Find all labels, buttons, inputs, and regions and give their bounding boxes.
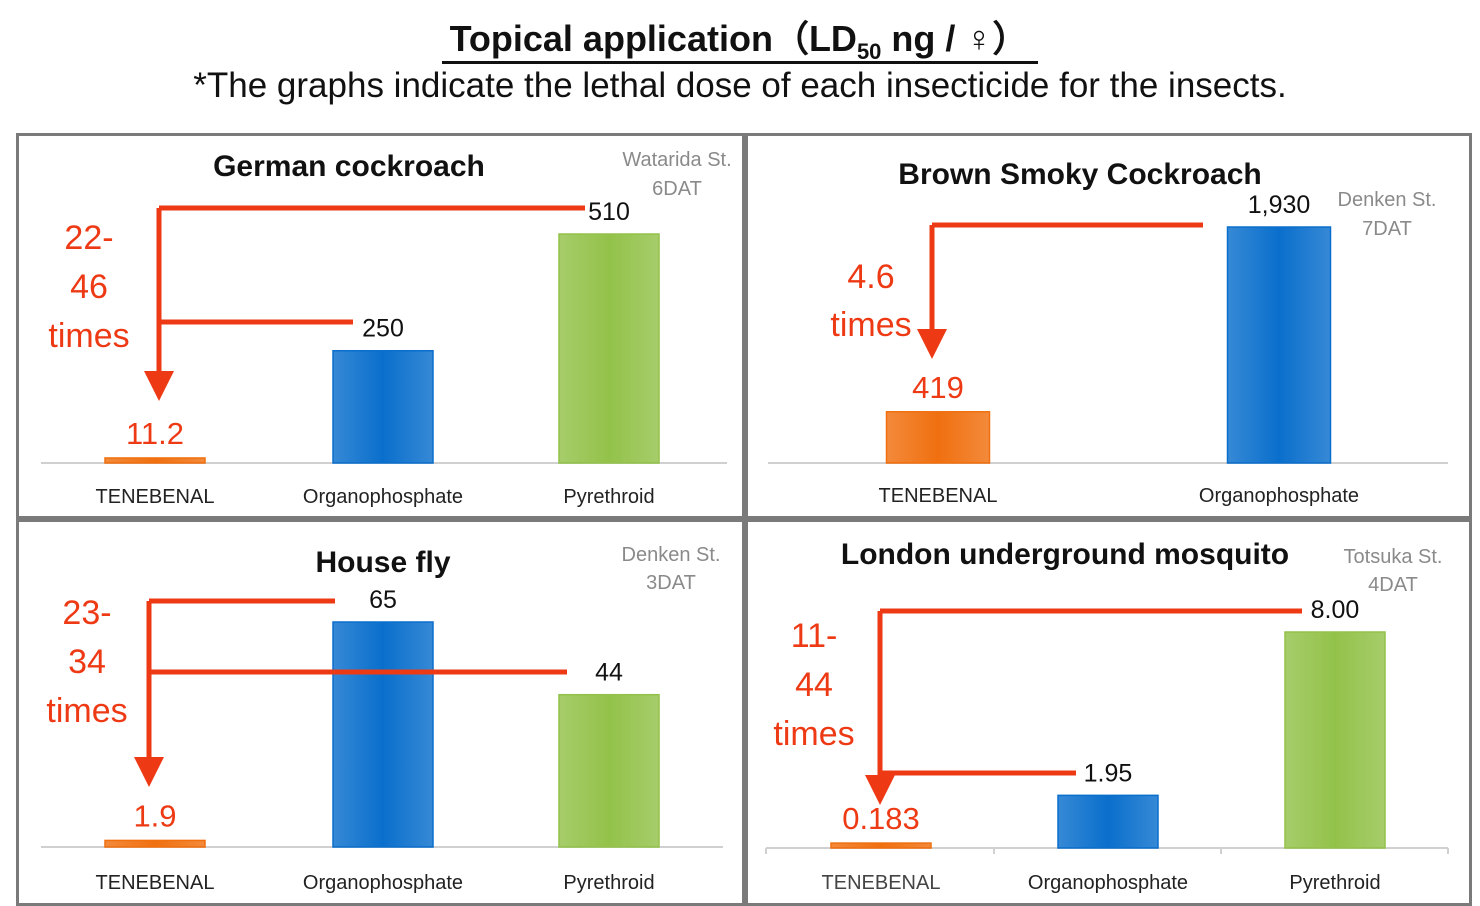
annotation-text: times	[46, 692, 127, 730]
chart-title: London underground mosquito	[841, 538, 1289, 571]
chart-svg: London underground mosquito Totsuka St. 4D…	[765, 538, 1449, 894]
annotation-text: 4.6	[847, 258, 894, 296]
title-subscript: 50	[856, 39, 882, 65]
bar-organophosphate	[332, 621, 434, 848]
data-label-tenebenal: 0.183	[842, 801, 920, 836]
tick-label-tenebenal: TENEBENAL	[96, 486, 215, 508]
data-label-pyrethroid: 44	[595, 659, 623, 687]
station-label: Denken St.	[622, 544, 721, 566]
chart-panel-london-underground-mosquito: London underground mosquito Totsuka St. 4D…	[745, 519, 1472, 906]
station-label: Denken St.	[1338, 189, 1437, 211]
tick-label-organophosphate: Organophosphate	[1199, 485, 1359, 507]
tick-label-tenebenal: TENEBENAL	[879, 485, 998, 507]
bar-pyrethroid	[558, 233, 660, 464]
chart-title: Brown Smoky Cockroach	[898, 158, 1261, 191]
bar-tenebenal	[885, 411, 991, 464]
annotation-text: times	[48, 317, 129, 355]
bar-pyrethroid	[558, 693, 660, 848]
chart-svg: Brown Smoky Cockroach Denken St. 7DAT 419 TE…	[768, 158, 1448, 507]
annotation-text: 46	[70, 268, 108, 306]
annotation-text: 23-	[62, 594, 111, 632]
data-label-tenebenal: 11.2	[126, 416, 184, 451]
dat-label: 4DAT	[1368, 574, 1418, 596]
station-label: Watarida St.	[622, 149, 731, 171]
page-title: Topical application（LD50 ng / ♀）	[0, 10, 1480, 65]
annotation-text: 22-	[64, 219, 113, 257]
data-label-pyrethroid: 8.00	[1311, 596, 1360, 624]
chart-panel-german-cockroach: German cockroach Watarida St. 6DAT 11.2 TENE…	[16, 133, 745, 519]
chart-title: House fly	[315, 546, 450, 579]
data-label-pyrethroid: 510	[588, 198, 630, 226]
bar-tenebenal	[104, 839, 206, 848]
bar-organophosphate	[1226, 226, 1332, 464]
dat-label: 6DAT	[652, 178, 702, 200]
bar-organophosphate	[332, 349, 434, 464]
chart-svg: House fly Denken St. 3DAT 1.9 TENEBENAL 65 Org…	[41, 544, 723, 894]
bar-tenebenal	[104, 457, 206, 464]
bar-pyrethroid	[1284, 631, 1386, 849]
station-label: Totsuka St.	[1344, 546, 1443, 568]
annotation-text: 11-	[791, 617, 838, 655]
tick-label-pyrethroid: Pyrethroid	[563, 486, 654, 508]
annotation-text: times	[773, 715, 854, 753]
chart-title: German cockroach	[213, 150, 485, 183]
tick-label-pyrethroid: Pyrethroid	[1289, 872, 1380, 894]
data-label-tenebenal: 1.9	[133, 798, 176, 833]
tick-label-organophosphate: Organophosphate	[303, 486, 463, 508]
data-label-organophosphate: 1,930	[1248, 191, 1311, 219]
tick-label-organophosphate: Organophosphate	[303, 872, 463, 894]
dat-label: 7DAT	[1362, 218, 1412, 240]
header: Topical application（LD50 ng / ♀） *The gr…	[0, 0, 1480, 130]
dat-label: 3DAT	[646, 572, 696, 594]
title-unit: ng / ♀）	[881, 18, 1029, 59]
annotation-text: 34	[68, 643, 106, 681]
tick-label-pyrethroid: Pyrethroid	[563, 872, 654, 894]
data-label-organophosphate: 250	[362, 315, 404, 343]
data-label-organophosphate: 1.95	[1084, 759, 1133, 787]
bar-organophosphate	[1057, 794, 1159, 849]
tick-label-tenebenal: TENEBENAL	[96, 872, 215, 894]
title-text: Topical application（LD	[449, 18, 857, 59]
annotation-text: 44	[795, 666, 833, 704]
tick-label-organophosphate: Organophosphate	[1028, 872, 1188, 894]
chart-panel-brown-smoky-cockroach: Brown Smoky Cockroach Denken St. 7DAT 419 TE…	[745, 133, 1472, 519]
bar-tenebenal	[830, 842, 932, 849]
page-subtitle: *The graphs indicate the lethal dose of …	[193, 66, 1287, 105]
chart-svg: German cockroach Watarida St. 6DAT 11.2 TENE…	[41, 149, 732, 508]
data-label-organophosphate: 65	[369, 586, 397, 614]
chart-panel-house-fly: House fly Denken St. 3DAT 1.9 TENEBENAL 65 Org…	[16, 519, 745, 906]
annotation-text: times	[830, 306, 911, 344]
tick-label-tenebenal: TENEBENAL	[822, 872, 941, 894]
data-label-tenebenal: 419	[912, 370, 964, 405]
